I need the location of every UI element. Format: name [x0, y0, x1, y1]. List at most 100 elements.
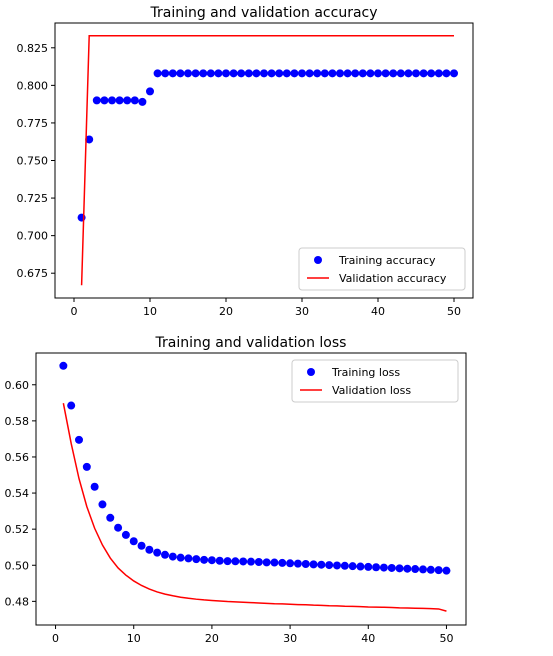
accuracy-training-point	[351, 69, 360, 78]
accuracy-y-tick-label: 0.775	[17, 117, 49, 130]
loss-x-tick-label: 20	[205, 632, 219, 645]
loss-legend-label: Training loss	[331, 366, 400, 379]
loss-series-training-loss	[59, 361, 451, 575]
loss-training-point	[356, 562, 365, 571]
accuracy-training-point	[229, 69, 238, 78]
loss-training-point	[403, 564, 412, 573]
loss-y-tick-label: 0.52	[5, 523, 30, 536]
accuracy-training-point	[427, 69, 436, 78]
loss-training-point	[411, 565, 420, 574]
accuracy-legend-label: Validation accuracy	[339, 272, 447, 285]
loss-training-point	[145, 545, 154, 554]
loss-x-tick-label: 30	[283, 632, 297, 645]
loss-training-point	[247, 557, 255, 566]
loss-training-point	[301, 559, 310, 568]
accuracy-training-point	[138, 97, 147, 106]
loss-legend-label: Validation loss	[332, 384, 411, 397]
accuracy-training-point	[199, 69, 208, 78]
loss-y-tick-label: 0.60	[5, 379, 30, 392]
loss-training-point	[379, 563, 388, 572]
loss-training-point	[161, 550, 169, 559]
loss-legend-box	[291, 359, 459, 403]
loss-training-point	[278, 558, 287, 567]
accuracy-training-point	[184, 69, 192, 78]
accuracy-y-tick-label: 0.750	[17, 155, 49, 168]
loss-training-point	[215, 556, 224, 565]
accuracy-training-point	[343, 69, 352, 78]
loss-training-point	[419, 565, 427, 574]
accuracy-training-point	[176, 69, 185, 78]
accuracy-training-point	[366, 69, 375, 78]
accuracy-x-tick-label: 50	[447, 305, 461, 318]
loss-training-point	[114, 523, 123, 532]
loss-training-point	[121, 530, 130, 539]
accuracy-y-tick-label: 0.700	[17, 230, 49, 243]
accuracy-training-point	[237, 69, 246, 78]
accuracy-x-tick-label: 30	[295, 305, 309, 318]
accuracy-training-point	[336, 69, 344, 78]
loss-training-point	[176, 553, 185, 562]
accuracy-training-point	[328, 69, 337, 78]
accuracy-legend-label: Training accuracy	[338, 254, 436, 267]
accuracy-training-point	[191, 69, 200, 78]
loss-y-tick-label: 0.54	[5, 487, 30, 500]
loss-training-point	[293, 559, 302, 568]
accuracy-training-point	[146, 87, 154, 96]
accuracy-training-point	[252, 69, 261, 78]
accuracy-training-point	[85, 135, 94, 144]
accuracy-training-point	[313, 69, 322, 78]
loss-training-point	[200, 555, 209, 564]
loss-training-point	[106, 513, 115, 522]
accuracy-x-tick-label: 10	[143, 305, 157, 318]
loss-training-point	[67, 401, 76, 410]
accuracy-training-point	[108, 96, 116, 105]
accuracy-training-point	[434, 69, 443, 78]
loss-training-point	[340, 561, 349, 570]
loss-plot-area	[59, 361, 451, 612]
loss-training-point	[426, 565, 435, 574]
loss-x-tick-label: 50	[439, 632, 453, 645]
loss-training-point	[129, 537, 138, 546]
loss-training-point	[98, 500, 107, 509]
loss-y-tick-label: 0.50	[5, 559, 30, 572]
loss-training-point	[317, 560, 326, 569]
accuracy-training-point	[419, 69, 428, 78]
loss-training-point	[184, 554, 193, 563]
accuracy-y-tick-label: 0.825	[17, 42, 49, 55]
loss-training-point	[442, 566, 451, 575]
loss-legend-marker-swatch	[307, 368, 315, 376]
accuracy-training-point	[305, 69, 314, 78]
accuracy-legend: Training accuracy Validation accuracy	[298, 247, 466, 291]
loss-training-point	[207, 556, 216, 565]
accuracy-training-point	[130, 96, 139, 105]
accuracy-plot-area	[77, 35, 458, 286]
accuracy-training-point	[123, 96, 132, 105]
loss-training-point	[387, 563, 396, 572]
loss-training-point	[325, 561, 334, 570]
accuracy-training-point	[100, 96, 109, 105]
accuracy-series-training-accuracy	[77, 69, 458, 222]
accuracy-y-tick-label: 0.675	[17, 267, 49, 280]
loss-training-point	[333, 561, 341, 570]
accuracy-training-point	[290, 69, 299, 78]
loss-training-point	[270, 558, 279, 567]
loss-y-tick-label: 0.58	[5, 415, 30, 428]
accuracy-training-point	[389, 69, 398, 78]
accuracy-y-tick-label: 0.800	[17, 79, 49, 92]
loss-chart-title: Training and validation loss	[155, 335, 347, 351]
loss-training-point	[153, 548, 162, 557]
accuracy-training-point	[298, 69, 306, 78]
loss-training-point	[434, 566, 443, 575]
loss-training-point	[59, 361, 68, 370]
accuracy-training-point	[267, 69, 276, 78]
accuracy-y-tick-label: 0.725	[17, 192, 49, 205]
loss-training-point	[348, 562, 357, 571]
accuracy-legend-marker-swatch	[314, 256, 322, 264]
accuracy-x-tick-label: 20	[219, 305, 233, 318]
loss-training-point	[90, 482, 99, 491]
accuracy-training-point	[153, 69, 162, 78]
loss-training-point	[364, 562, 373, 571]
loss-training-point	[286, 559, 295, 568]
